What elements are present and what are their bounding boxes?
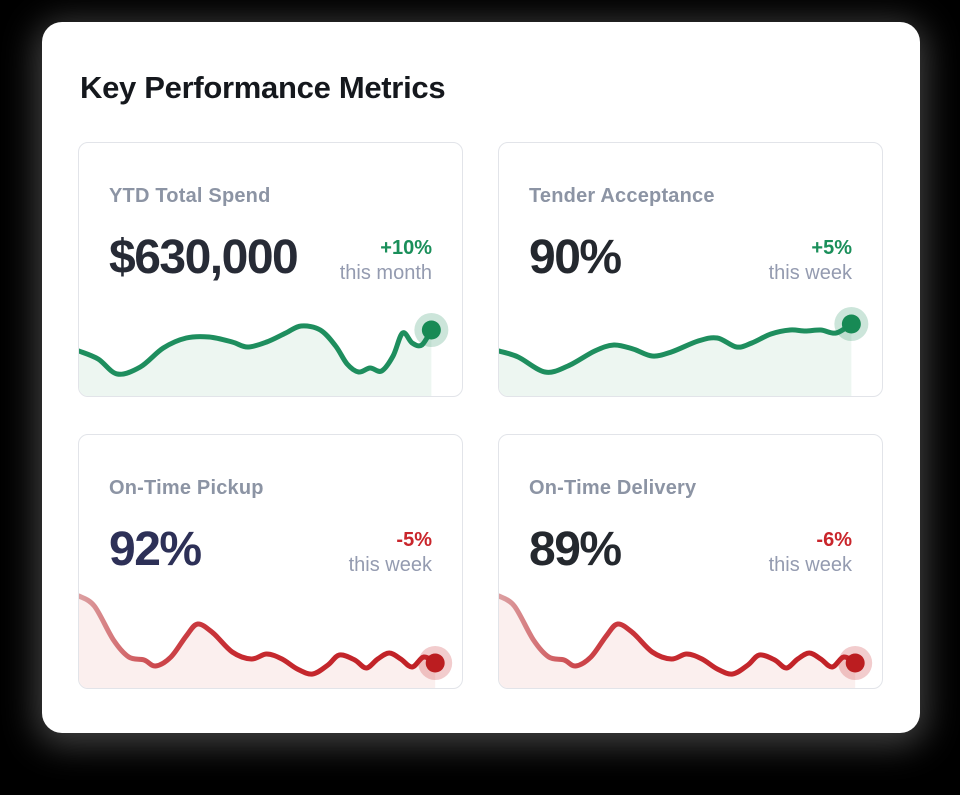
delta-value: +10% xyxy=(380,237,432,259)
metric-label: On-Time Pickup xyxy=(109,477,264,499)
sparkline-chart xyxy=(79,593,453,688)
metric-value: 89% xyxy=(529,523,622,576)
metric-card-on-time-pickup[interactable]: On-Time Pickup 92% -5% this week xyxy=(78,434,463,689)
metric-delta-block: -5% this week xyxy=(349,528,432,579)
metrics-grid: YTD Total Spend $630,000 +10% this month… xyxy=(78,142,883,689)
metric-value-row: 92% -5% this week xyxy=(109,526,432,579)
delta-period: this week xyxy=(348,554,432,576)
sparkline-chart xyxy=(499,593,873,688)
delta-period: this month xyxy=(339,262,432,284)
metric-delta-block: +5% this week xyxy=(769,236,852,287)
metric-value-row: 89% -6% this week xyxy=(529,526,852,579)
sparkline-chart xyxy=(499,307,869,396)
delta-period: this week xyxy=(768,554,852,576)
delta-value: -6% xyxy=(816,529,852,551)
delta-value: +5% xyxy=(811,237,852,259)
delta-value: -5% xyxy=(396,529,432,551)
metric-value: $630,000 xyxy=(109,231,299,284)
kpi-panel: Key Performance Metrics YTD Total Spend … xyxy=(42,22,920,733)
metric-delta-block: -6% this week xyxy=(769,528,852,579)
sparkline-chart xyxy=(79,313,449,396)
metric-card-tender-acceptance[interactable]: Tender Acceptance 90% +5% this week xyxy=(498,142,883,397)
metric-card-on-time-delivery[interactable]: On-Time Delivery 89% -6% this week xyxy=(498,434,883,689)
metric-value-row: $630,000 +10% this month xyxy=(109,234,432,287)
delta-period: this week xyxy=(768,262,852,284)
metric-value-row: 90% +5% this week xyxy=(529,234,852,287)
metric-value: 92% xyxy=(109,523,202,576)
metric-label: Tender Acceptance xyxy=(529,185,715,207)
metric-label: On-Time Delivery xyxy=(529,477,697,499)
metric-delta-block: +10% this month xyxy=(340,236,432,287)
metric-card-ytd-total-spend[interactable]: YTD Total Spend $630,000 +10% this month xyxy=(78,142,463,397)
metric-value: 90% xyxy=(529,231,622,284)
page-title: Key Performance Metrics xyxy=(80,70,446,105)
metric-label: YTD Total Spend xyxy=(109,185,271,207)
